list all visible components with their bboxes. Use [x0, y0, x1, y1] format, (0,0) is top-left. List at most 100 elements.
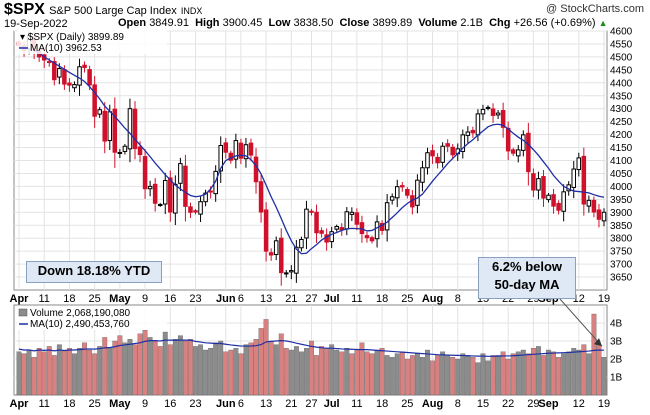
- volume-bar: [283, 348, 289, 396]
- candle-body: [92, 84, 97, 117]
- price-tick-label: 3950: [610, 195, 633, 206]
- candle-body: [516, 149, 521, 157]
- volume-bar: [435, 355, 440, 396]
- volume-bar: [117, 335, 123, 396]
- candle-body: [178, 163, 183, 184]
- x-tick-label-bottom: 12: [573, 398, 585, 410]
- candle-body: [122, 145, 128, 152]
- candle-body: [183, 165, 188, 207]
- price-tick-label: 4450: [610, 65, 633, 76]
- x-tick-label-top: 23: [189, 293, 201, 305]
- candle-body: [248, 142, 254, 156]
- volume-bar: [404, 358, 410, 396]
- price-tick-label: 4250: [610, 117, 633, 128]
- volume-bar: [238, 353, 244, 396]
- candle-body: [263, 209, 269, 252]
- x-tick-label-bottom: Sep: [538, 398, 558, 410]
- candle-body: [67, 82, 72, 86]
- candle-body: [57, 68, 62, 78]
- chg-label: Chg: [489, 17, 511, 29]
- price-ma10-line: [18, 46, 605, 255]
- candle-body: [147, 185, 153, 190]
- x-tick-label-bottom: 19: [598, 398, 610, 410]
- volume-bar: [485, 360, 491, 396]
- candle-body: [289, 270, 294, 273]
- candle-body: [596, 209, 602, 220]
- volume-bar: [137, 333, 143, 396]
- candle-body: [576, 157, 582, 171]
- volume-tick-label: 2B: [610, 355, 623, 366]
- price-tick-label: 4550: [610, 39, 633, 50]
- candle-body: [233, 140, 239, 160]
- candle-body: [168, 177, 173, 213]
- candle-body: [591, 199, 597, 213]
- volume-bar: [172, 339, 178, 396]
- volume-bar: [248, 342, 254, 396]
- x-tick-label-bottom: Jul: [324, 398, 340, 410]
- volume-bar: [591, 313, 597, 396]
- candle-body: [384, 202, 390, 231]
- volume-bar: [359, 342, 365, 396]
- candle-body: [299, 238, 304, 249]
- volume-bar: [31, 357, 37, 396]
- x-tick-label-top: Jun: [216, 293, 236, 305]
- candle-body: [586, 199, 592, 207]
- volume-bar: [102, 337, 108, 396]
- candle-body: [152, 183, 158, 204]
- price-tick-label: 3900: [610, 208, 633, 219]
- candle-body: [268, 252, 274, 256]
- volume-bar: [51, 355, 57, 396]
- candle-body: [132, 108, 138, 150]
- volume-bar: [601, 357, 607, 396]
- candle-body: [460, 134, 466, 152]
- candle-body: [87, 69, 92, 86]
- candle-body: [379, 222, 385, 231]
- x-tick-label-top: Jul: [324, 293, 340, 305]
- volume-bar: [536, 346, 541, 396]
- candle-body: [107, 111, 113, 142]
- candle-body: [223, 142, 229, 153]
- x-tick-label-top: 18: [63, 293, 75, 305]
- ma-distance-line-2: 50-day MA: [494, 277, 560, 292]
- symbol: $SPX: [4, 1, 45, 18]
- volume-bar: [263, 319, 269, 396]
- ma-distance-line-1: 6.2% below: [491, 259, 563, 274]
- volume-bar: [107, 348, 113, 396]
- volume-bar: [445, 355, 451, 396]
- volume-bar: [16, 351, 22, 396]
- volume-bar: [147, 337, 153, 396]
- volume-bar: [349, 353, 355, 396]
- volume-bar: [97, 346, 103, 396]
- price-tick-label: 4500: [610, 52, 633, 63]
- volume-bar: [525, 353, 531, 396]
- volume-bar: [354, 349, 360, 396]
- volume-bar: [177, 335, 183, 396]
- volume-bar: [112, 340, 118, 396]
- x-tick-label-bottom: 18: [63, 398, 75, 410]
- volume-bar: [586, 353, 592, 396]
- x-tick-label-bottom: Aug: [422, 398, 443, 410]
- candle-body: [556, 202, 561, 211]
- volume-bar: [278, 333, 284, 396]
- price-tick-label: 3750: [610, 247, 633, 258]
- volume-bar: [364, 351, 370, 396]
- candle-body: [485, 106, 491, 109]
- price-tick-label: 4000: [610, 182, 633, 193]
- callout-arrow-head: [594, 338, 602, 347]
- volume-bar: [193, 346, 198, 396]
- candle-body: [304, 208, 309, 239]
- candle-body: [571, 168, 577, 188]
- ma-distance-callout: 6.2% below 50-day MA: [478, 257, 576, 299]
- x-tick-label-bottom: 8: [455, 398, 461, 410]
- candle-body: [208, 190, 213, 193]
- volume-bar: [490, 355, 496, 396]
- volume-bar: [304, 348, 309, 396]
- chg-value: +26.56 (+0.69%): [513, 17, 596, 29]
- candle-body: [284, 272, 289, 275]
- candle-body: [319, 230, 324, 234]
- exchange: INDX: [180, 6, 203, 16]
- volume-bar: [67, 348, 72, 396]
- volume-bar: [127, 339, 133, 396]
- volume-value: 2.1B: [460, 17, 483, 29]
- volume-bar: [384, 355, 390, 396]
